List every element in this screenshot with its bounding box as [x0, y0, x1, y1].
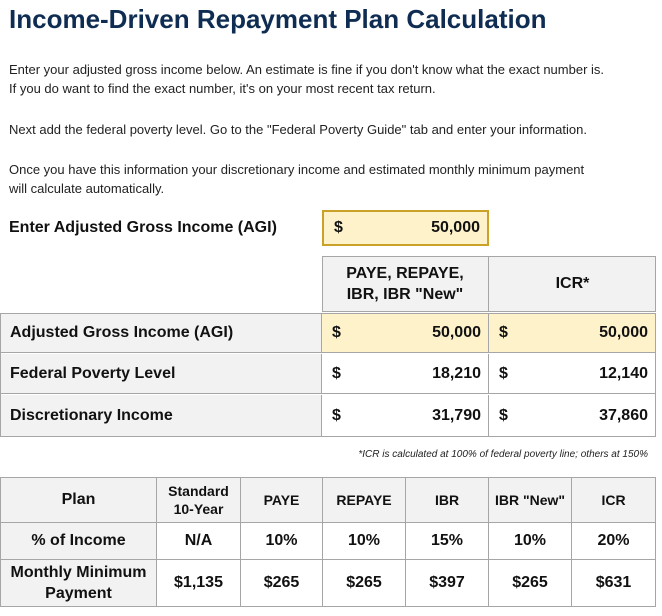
payment-standard: $1,135: [156, 559, 241, 607]
pct-standard: N/A: [156, 522, 241, 560]
payment-label-line1: Monthly Minimum: [10, 564, 147, 581]
pct-ibr: 15%: [405, 522, 489, 560]
agi-input-value: 50,000: [431, 219, 480, 236]
plans-header-repaye: REPAYE: [322, 477, 406, 523]
agi-icr-value: 50,000: [599, 324, 648, 341]
plans-header-ibr: IBR: [405, 477, 489, 523]
intro-line-1: Enter your adjusted gross income below. …: [9, 62, 605, 77]
row-disc-label: Discretionary Income: [1, 395, 322, 436]
intro-line-5: will calculate automatically.: [9, 181, 165, 196]
row-agi-paye: $ 50,000: [322, 314, 489, 353]
poverty-instruction: Next add the federal poverty level. Go t…: [9, 122, 587, 137]
payment-repaye: $265: [322, 559, 406, 607]
intro-line-4: Once you have this information your disc…: [9, 162, 585, 177]
pct-ibr-new: 10%: [488, 522, 572, 560]
currency-sign: $: [332, 324, 341, 341]
fpl-icr-value: 12,140: [599, 364, 648, 382]
currency-sign: $: [332, 406, 341, 424]
row-disc-paye: $ 31,790: [322, 395, 489, 436]
icr-footnote: *ICR is calculated at 100% of federal po…: [358, 449, 648, 460]
currency-sign: $: [499, 364, 508, 382]
comparison-header: [322, 256, 656, 312]
pct-paye: 10%: [240, 522, 323, 560]
col-header-paye-group: PAYE, REPAYE, IBR, IBR "New": [322, 256, 489, 312]
col-header-icr: ICR*: [555, 275, 590, 292]
fpl-paye-value: 18,210: [432, 364, 481, 382]
page-title: Income-Driven Repayment Plan Calculation: [9, 4, 547, 34]
plans-header-plan: Plan: [0, 477, 157, 523]
plans-header-standard: Standard 10-Year: [156, 477, 241, 523]
disc-paye-value: 31,790: [432, 406, 481, 424]
intro-line-2: If you do want to find the exact number,…: [9, 81, 436, 96]
intro-text: Enter your adjusted gross income below. …: [9, 60, 604, 98]
standard-line2: 10-Year: [173, 501, 224, 517]
agi-input-field[interactable]: $ 50,000: [322, 210, 489, 246]
comparison-table: [0, 313, 656, 437]
plans-header-icr: ICR: [571, 477, 656, 523]
row-agi-label: Adjusted Gross Income (AGI): [1, 314, 322, 353]
disc-icr-value: 37,860: [599, 406, 648, 424]
currency-sign: $: [499, 406, 508, 424]
payment-icr: $631: [571, 559, 656, 607]
plans-header-ibr-new: IBR "New": [488, 477, 572, 523]
pct-repaye: 10%: [322, 522, 406, 560]
row-agi-icr: $ 50,000: [489, 314, 655, 353]
auto-calc-note: Once you have this information your disc…: [9, 160, 584, 198]
plans-header-paye: PAYE: [240, 477, 323, 523]
payment-paye: $265: [240, 559, 323, 607]
agi-input-currency: $: [334, 219, 343, 236]
agi-input-label: Enter Adjusted Gross Income (AGI): [9, 219, 277, 236]
col-header-paye-line2: IBR, IBR "New": [346, 286, 464, 303]
currency-sign: $: [499, 324, 508, 341]
row-fpl-icr: $ 12,140: [489, 354, 655, 394]
col-header-paye-line1: PAYE, REPAYE,: [346, 265, 464, 282]
payment-label: Monthly Minimum Payment: [0, 559, 157, 607]
standard-line1: Standard: [168, 483, 229, 499]
row-disc-icr: $ 37,860: [489, 395, 655, 436]
pct-label: % of Income: [0, 522, 157, 560]
agi-paye-value: 50,000: [432, 324, 481, 341]
payment-ibr-new: $265: [488, 559, 572, 607]
pct-icr: 20%: [571, 522, 656, 560]
payment-ibr: $397: [405, 559, 489, 607]
currency-sign: $: [332, 364, 341, 382]
payment-label-line2: Payment: [45, 585, 112, 602]
row-fpl-paye: $ 18,210: [322, 354, 489, 394]
row-fpl-label: Federal Poverty Level: [1, 354, 322, 394]
